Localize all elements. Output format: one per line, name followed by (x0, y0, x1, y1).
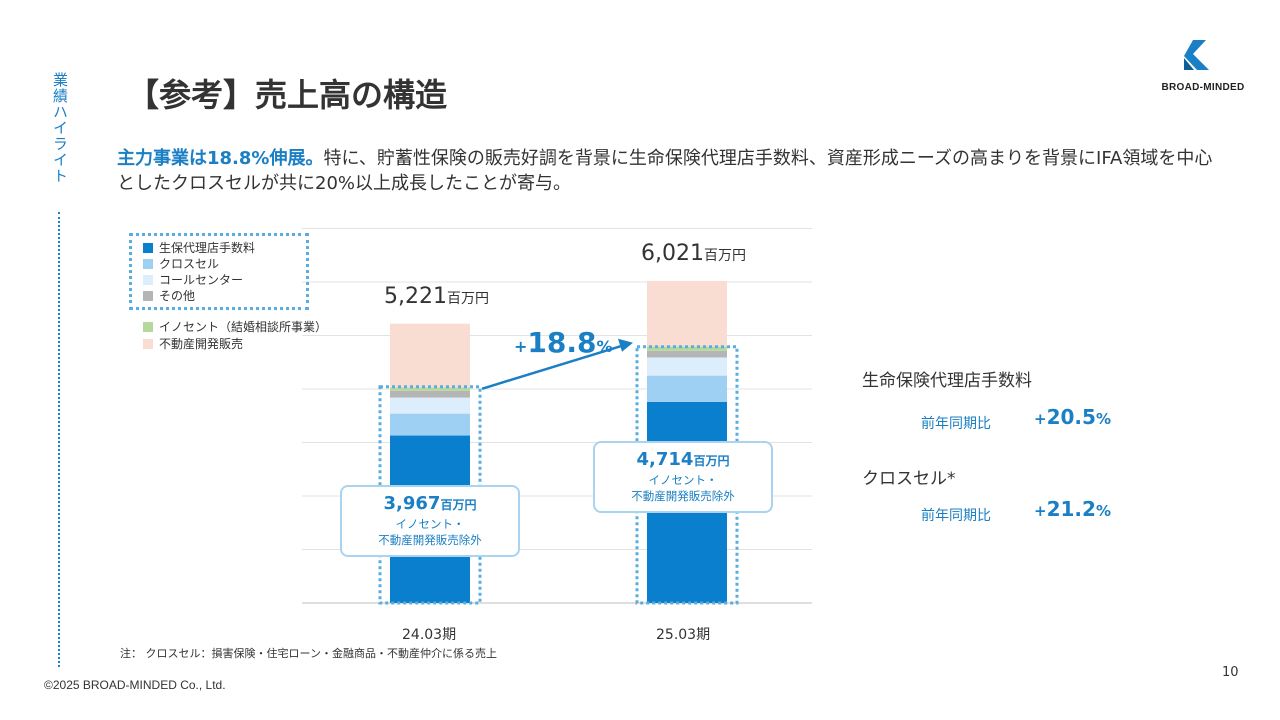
bar-segment (390, 390, 470, 398)
growth-value: 18.8 (527, 326, 597, 359)
bar-segment (390, 397, 470, 414)
growth-sign: + (514, 337, 528, 356)
legend-swatch (143, 339, 153, 349)
lead-highlight: 主力事業は18.8%伸展。 (117, 148, 324, 169)
logo-text: BROAD-MINDED (1161, 82, 1245, 93)
core-sales-note-2: 不動産開発販売除外 (378, 533, 482, 547)
growth-arrow-head (618, 338, 633, 352)
bar-total-label: 6,021百万円 (641, 241, 746, 266)
copyright: ©2025 BROAD-MINDED Co., Ltd. (44, 678, 226, 692)
legend-swatch (143, 259, 153, 269)
x-tick-label: 24.03期 (402, 627, 457, 643)
bar-segment (390, 323, 470, 388)
bar-segment (647, 350, 727, 358)
legend-label: コールセンター (159, 273, 244, 287)
section-divider (58, 212, 60, 667)
legend-item: 生保代理店手数料 (143, 241, 255, 256)
total-value: 5,221 (384, 283, 447, 309)
lead-body: 特に、貯蓄性保険の販売好調を背景に生命保険代理店手数料、資産形成ニーズの高まりを… (117, 148, 1213, 194)
legend-swatch (143, 243, 153, 253)
core-sales-value: 3,967百万円 (383, 493, 477, 514)
legend-item: コールセンター (143, 273, 243, 288)
growth-arrow (481, 344, 623, 390)
bar-total-label: 5,221百万円 (384, 284, 489, 309)
total-unit: 百万円 (446, 290, 489, 307)
bar-segment (647, 357, 727, 376)
legend-label: 不動産開発販売 (159, 337, 244, 351)
legend-item: イノセント（結婚相談所事業） (143, 320, 327, 335)
section-label: 業績ハイライト (51, 72, 69, 184)
legend-swatch (143, 291, 153, 301)
kpi-value: +21.2% (1034, 497, 1111, 521)
broad-minded-logo-icon (1184, 40, 1209, 70)
growth-unit: % (596, 337, 613, 356)
kpi-value: +20.5% (1034, 405, 1111, 429)
bar-segment (390, 387, 470, 391)
footnote: 注： クロスセル：損害保険・住宅ローン・金融商品・不動産仲介に係る売上 (120, 647, 497, 660)
kpi-caption: 前年同期比 (921, 508, 991, 524)
page-title: 【参考】売上高の構造 (127, 76, 448, 114)
total-unit: 百万円 (703, 247, 746, 264)
core-sales-value: 4,714百万円 (636, 449, 730, 470)
total-value: 6,021 (641, 240, 704, 266)
legend-swatch (143, 275, 153, 285)
kpi-title: クロスセル* (862, 469, 956, 489)
core-sales-note-1: イノセント・ (648, 473, 718, 487)
kpi-title: 生命保険代理店手数料 (862, 371, 1032, 391)
growth-rate-label: +18.8% (514, 326, 613, 359)
core-sales-note-2: 不動産開発販売除外 (631, 489, 735, 503)
kpi-caption: 前年同期比 (921, 416, 991, 432)
legend-label: その他 (159, 289, 196, 303)
legend-swatch (143, 322, 153, 332)
legend-label: 生保代理店手数料 (159, 241, 256, 255)
legend-item: クロスセル (143, 257, 219, 272)
legend-item: その他 (143, 289, 195, 304)
core-sales-note-1: イノセント・ (395, 517, 465, 531)
core-sales-callout: 3,967百万円 イノセント・ 不動産開発販売除外 (340, 485, 520, 557)
legend-label: イノセント（結婚相談所事業） (159, 320, 328, 334)
bar-segment (647, 280, 727, 347)
bar-segment (647, 346, 727, 351)
bar-segment (390, 413, 470, 436)
x-tick-label: 25.03期 (656, 627, 711, 643)
bar-segment (647, 375, 727, 402)
page-number: 10 (1222, 665, 1239, 680)
legend-label: クロスセル (159, 257, 220, 271)
legend-core-box (129, 233, 309, 310)
lead-text: 主力事業は18.8%伸展。特に、貯蓄性保険の販売好調を背景に生命保険代理店手数料… (117, 146, 1227, 196)
core-sales-callout: 4,714百万円 イノセント・ 不動産開発販売除外 (593, 441, 773, 513)
legend-item: 不動産開発販売 (143, 337, 243, 352)
